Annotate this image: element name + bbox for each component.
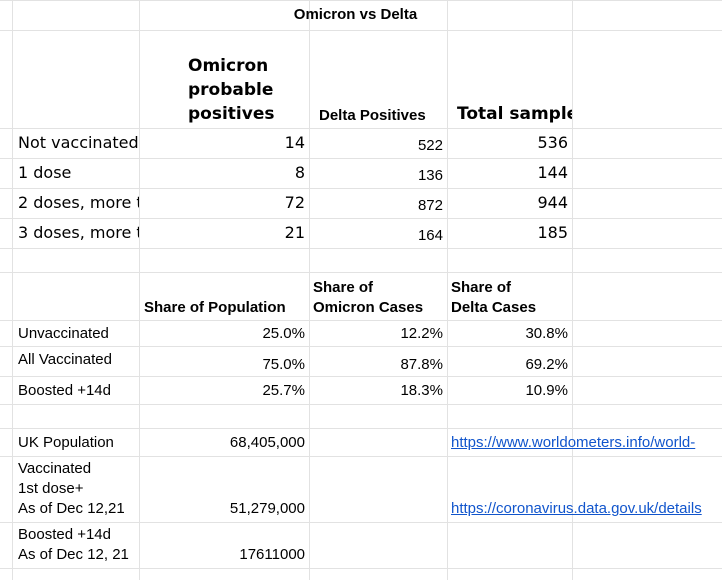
boosted-value[interactable]: 17611000 — [239, 546, 305, 563]
delta-3-doses[interactable]: 164 — [417, 227, 443, 244]
omicron-3-doses[interactable]: 21 — [284, 223, 305, 242]
boosted-label-line1[interactable]: Boosted +14d — [18, 526, 111, 543]
boosted-label-line2[interactable]: As of Dec 12, 21 — [18, 546, 129, 563]
total-not-vaccinated[interactable]: 536 — [537, 133, 568, 152]
delta-not-vaccinated[interactable]: 522 — [417, 137, 443, 154]
vaccinated-value[interactable]: 51,279,000 — [229, 500, 305, 517]
header-share-population[interactable]: Share of Population — [144, 299, 286, 316]
total-3-doses[interactable]: 185 — [537, 223, 568, 242]
uk-population-label[interactable]: UK Population — [18, 434, 114, 451]
header-share-omicron-line2[interactable]: Omicron Cases — [313, 299, 424, 316]
sheet-title[interactable]: Omicron vs Delta — [293, 6, 418, 23]
row-label-all-vaccinated[interactable]: All Vaccinated — [18, 351, 112, 368]
delta-share-all-vaccinated[interactable]: 69.2% — [525, 356, 568, 373]
delta-share-boosted[interactable]: 10.9% — [525, 382, 568, 399]
population-unvaccinated[interactable]: 25.0% — [262, 325, 305, 342]
header-omicron-line2[interactable]: probable — [188, 80, 274, 100]
delta-1-dose[interactable]: 136 — [417, 167, 443, 184]
vaccinated-label-line3[interactable]: As of Dec 12,21 — [18, 500, 125, 517]
header-share-delta-line1[interactable]: Share of — [451, 279, 512, 296]
row-label-2-doses[interactable]: 2 doses, more t — [18, 193, 139, 212]
population-boosted[interactable]: 25.7% — [262, 382, 305, 399]
row-label-boosted[interactable]: Boosted +14d — [18, 382, 111, 399]
uk-population-value[interactable]: 68,405,000 — [229, 434, 305, 451]
uk-population-link[interactable]: https://www.worldometers.info/world- — [451, 434, 696, 451]
header-omicron-line1[interactable]: Omicron — [188, 56, 269, 76]
omicron-2-doses[interactable]: 72 — [284, 193, 305, 212]
omicron-share-boosted[interactable]: 18.3% — [400, 382, 443, 399]
delta-share-unvaccinated[interactable]: 30.8% — [525, 325, 568, 342]
row-label-1-dose[interactable]: 1 dose — [18, 163, 72, 182]
vaccinated-link[interactable]: https://coronavirus.data.gov.uk/details — [451, 500, 702, 517]
header-share-delta-line2[interactable]: Delta Cases — [451, 299, 537, 316]
total-1-dose[interactable]: 144 — [537, 163, 568, 182]
total-2-doses[interactable]: 944 — [537, 193, 568, 212]
row-label-unvaccinated[interactable]: Unvaccinated — [18, 325, 109, 342]
row-label-not-vaccinated[interactable]: Not vaccinated — [18, 133, 139, 152]
header-omicron-line3[interactable]: positives — [188, 104, 275, 124]
vaccinated-label-line2[interactable]: 1st dose+ — [18, 480, 84, 497]
omicron-not-vaccinated[interactable]: 14 — [284, 133, 305, 152]
vaccinated-label-line1[interactable]: Vaccinated — [18, 460, 92, 477]
omicron-share-unvaccinated[interactable]: 12.2% — [400, 325, 443, 342]
omicron-share-all-vaccinated[interactable]: 87.8% — [400, 356, 443, 373]
header-delta-positives[interactable]: Delta Positives — [319, 107, 426, 124]
delta-2-doses[interactable]: 872 — [417, 197, 443, 214]
population-all-vaccinated[interactable]: 75.0% — [262, 356, 305, 373]
omicron-1-dose[interactable]: 8 — [294, 163, 305, 182]
header-share-omicron-line1[interactable]: Share of — [313, 279, 374, 296]
header-total-sample[interactable]: Total sample — [457, 104, 572, 124]
row-label-3-doses[interactable]: 3 doses, more t — [18, 223, 139, 242]
